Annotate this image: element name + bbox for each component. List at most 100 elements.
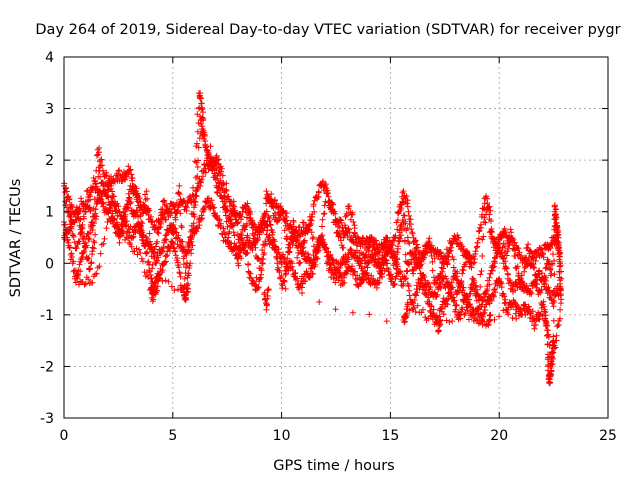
data-point <box>121 213 128 220</box>
data-point <box>221 192 228 199</box>
data-point <box>259 256 265 263</box>
data-point <box>325 193 332 200</box>
data-point <box>80 249 87 256</box>
data-point <box>169 239 176 246</box>
data-point <box>315 189 322 196</box>
data-point <box>311 208 318 215</box>
data-point <box>271 238 278 245</box>
data-point <box>223 187 230 194</box>
data-point <box>238 213 245 220</box>
data-point <box>383 257 390 264</box>
data-point <box>202 169 209 176</box>
data-point <box>162 258 169 265</box>
data-point <box>97 162 104 169</box>
data-point <box>171 245 178 252</box>
data-point <box>63 227 70 233</box>
data-point <box>218 168 225 175</box>
data-point <box>151 246 158 253</box>
data-point <box>269 229 276 236</box>
data-point <box>78 255 85 262</box>
data-point <box>217 187 224 194</box>
data-point <box>539 246 545 253</box>
data-point <box>222 212 229 219</box>
data-point <box>262 240 269 247</box>
data-point <box>99 162 106 169</box>
data-point <box>344 233 351 239</box>
data-point <box>68 217 75 224</box>
data-point <box>172 216 179 223</box>
data-point <box>351 268 358 275</box>
data-point <box>146 238 153 245</box>
data-point <box>410 300 417 307</box>
data-point <box>398 232 405 239</box>
data-point <box>238 255 245 262</box>
data-point <box>391 280 398 287</box>
data-point <box>384 260 391 267</box>
data-point <box>393 265 400 272</box>
data-point <box>165 210 172 217</box>
data-point <box>385 266 392 273</box>
data-point <box>359 234 366 241</box>
data-point <box>106 201 113 208</box>
data-point <box>91 239 98 246</box>
data-point <box>475 228 482 235</box>
data-point <box>486 274 493 281</box>
data-point <box>409 230 416 237</box>
data-point <box>254 236 261 243</box>
data-point <box>498 284 505 291</box>
data-point <box>68 223 75 230</box>
data-point <box>490 264 497 271</box>
data-point <box>278 273 285 280</box>
data-point <box>140 237 146 244</box>
data-point <box>170 244 177 251</box>
data-point <box>244 220 250 227</box>
data-point <box>481 200 488 207</box>
data-point <box>217 220 224 227</box>
data-point <box>237 249 244 256</box>
data-point <box>415 276 422 283</box>
data-point <box>263 188 270 195</box>
data-point <box>234 220 241 227</box>
data-point <box>144 195 151 202</box>
data-point <box>437 250 444 257</box>
data-point <box>518 272 525 279</box>
data-point <box>226 228 233 235</box>
data-point <box>492 289 499 296</box>
data-point <box>532 322 539 328</box>
data-point <box>242 226 248 233</box>
data-point <box>90 205 97 212</box>
data-point <box>455 234 462 241</box>
data-point <box>86 236 93 243</box>
data-point <box>420 282 427 289</box>
data-point <box>527 289 534 296</box>
data-point <box>289 260 296 267</box>
data-point <box>393 273 400 280</box>
data-point <box>148 241 154 248</box>
data-point <box>216 216 223 223</box>
data-point <box>310 201 317 208</box>
data-point <box>101 181 107 188</box>
data-point <box>480 205 487 212</box>
data-point <box>103 172 110 179</box>
data-point <box>76 238 83 245</box>
data-point <box>144 248 151 255</box>
data-point <box>486 281 493 288</box>
data-point <box>115 203 122 210</box>
data-point <box>66 244 73 251</box>
data-point <box>488 297 495 304</box>
data-point <box>540 254 547 261</box>
data-point <box>149 265 156 272</box>
data-point <box>211 158 218 165</box>
data-point <box>263 231 270 238</box>
data-point <box>213 152 220 159</box>
data-point <box>404 197 411 204</box>
data-point <box>434 291 441 298</box>
data-point <box>139 210 146 217</box>
data-point <box>144 208 151 215</box>
data-point <box>139 229 146 236</box>
data-point <box>63 188 70 195</box>
data-point <box>255 284 262 291</box>
data-point <box>160 198 166 205</box>
data-point <box>218 165 225 172</box>
data-point <box>272 246 279 253</box>
